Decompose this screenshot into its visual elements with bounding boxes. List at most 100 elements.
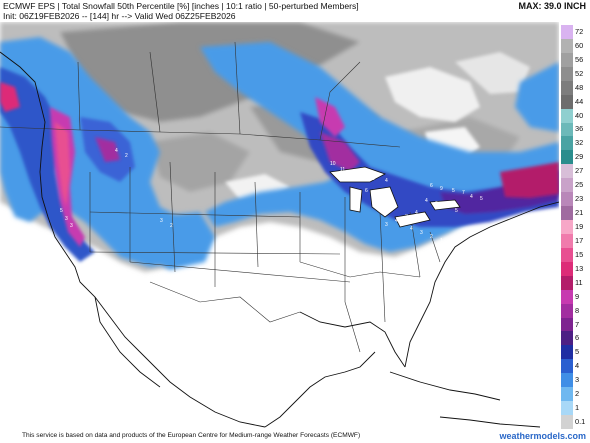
legend-label: 19 — [575, 222, 584, 231]
color-legend: 72 60 56 52 48 44 40 36 32 29 27 25 23 21 19 17 15 13 11 9 8… — [561, 25, 590, 430]
legend-swatch — [561, 261, 573, 277]
legend-label: 1 — [575, 403, 580, 413]
snow-label: 3 — [70, 223, 73, 229]
snow-label: 4 — [425, 198, 428, 204]
snow-label: 3 — [385, 200, 388, 206]
legend-swatch — [561, 415, 573, 430]
legend-swatch — [561, 80, 573, 96]
legend-swatch — [561, 275, 573, 291]
legend-swatch — [561, 122, 573, 137]
legend-swatch — [561, 401, 573, 416]
snowfall-map[interactable]: 10 11 6 8 6 4 6 9 5 7 4 5 4 6 3 5 4 3 4 … — [0, 22, 559, 431]
legend-swatch — [561, 233, 573, 249]
snow-label: 8 — [362, 173, 365, 179]
snow-label: 4 — [115, 148, 118, 154]
legend-label: 23 — [575, 194, 584, 204]
snow-label: 3 — [65, 216, 68, 222]
legend-label: 52 — [575, 68, 584, 78]
snow-label: 9 — [440, 186, 443, 192]
snow-label: 3 — [160, 218, 163, 224]
snow-label: 2 — [430, 234, 433, 240]
snow-heavy-cores — [0, 82, 559, 247]
political-boundaries — [0, 41, 441, 353]
snow-label: 11 — [340, 167, 345, 173]
snow-label: 3 — [420, 230, 423, 236]
snow-label: 7 — [462, 190, 465, 196]
snow-label: 4 — [385, 178, 388, 184]
snowfall-labels: 10 11 6 8 6 4 6 9 5 7 4 5 4 6 3 5 4 3 4 … — [60, 148, 483, 244]
snow-label: 6 — [372, 176, 375, 182]
legend-label: 29 — [575, 152, 584, 162]
snow-label: 6 — [430, 183, 433, 189]
snow-label: 5 — [455, 208, 458, 214]
legend-swatch — [561, 247, 573, 263]
snow-label: 5 — [480, 196, 483, 202]
legend-label: 5 — [575, 347, 580, 357]
legend-swatch — [561, 331, 573, 346]
legend-swatch — [561, 25, 573, 40]
snow-label: 1 — [440, 238, 443, 244]
legend-swatch — [561, 38, 573, 54]
legend-label: 15 — [575, 249, 584, 259]
snow-label: 10 — [330, 161, 336, 167]
snow-label: 4 — [395, 218, 398, 224]
legend-label: 2 — [575, 389, 580, 399]
legend-swatch — [561, 150, 573, 165]
coastlines — [0, 51, 559, 428]
legend-label: 40 — [575, 110, 584, 120]
legend-label: 72 — [575, 26, 584, 36]
legend-label: 21 — [575, 208, 584, 218]
legend-label: 48 — [575, 82, 584, 92]
legend-label: 9 — [575, 291, 580, 301]
legend-swatch — [561, 317, 573, 332]
legend-label: 60 — [575, 40, 584, 50]
legend-swatch — [561, 94, 573, 110]
snow-label: 4 — [470, 194, 473, 200]
legend-label: 27 — [575, 166, 584, 176]
legend-label: 6 — [575, 333, 580, 343]
legend-swatch — [561, 66, 573, 82]
snow-label: 4 — [375, 194, 378, 200]
legend-label: 44 — [575, 96, 584, 106]
legend-swatch — [561, 52, 573, 68]
snow-label: 6 — [365, 188, 368, 194]
legend-swatch — [561, 136, 573, 151]
legend-label: 36 — [575, 124, 584, 134]
legend-label: 13 — [575, 263, 584, 273]
snow-label: 5 — [60, 208, 63, 214]
legend-swatch — [561, 303, 573, 319]
map-title: ECMWF EPS | Total Snowfall 50th Percenti… — [3, 1, 359, 11]
snow-label: 4 — [415, 210, 418, 216]
snow-label: 6 — [435, 201, 438, 207]
map-subtitle: Init: 06Z19FEB2026 -- [144] hr --> Valid… — [3, 11, 236, 21]
legend-swatch — [561, 108, 573, 123]
legend-label: 17 — [575, 235, 584, 245]
legend-label: 56 — [575, 54, 584, 64]
legend-swatch — [561, 164, 573, 179]
snow-label: 2 — [170, 223, 173, 229]
legend-swatch — [561, 345, 573, 360]
snow-label: 3 — [385, 222, 388, 228]
great-lakes — [329, 166, 461, 228]
snow-label: 3 — [445, 204, 448, 210]
legend-label: 11 — [575, 277, 583, 287]
data-credit: This service is based on data and produc… — [22, 432, 361, 439]
legend-swatch — [561, 192, 573, 207]
snow-label: 2 — [125, 153, 128, 159]
legend-label: 4 — [575, 361, 580, 371]
snow-label: 5 — [452, 188, 455, 194]
footer: This service is based on data and produc… — [0, 431, 590, 443]
legend-swatch — [561, 206, 573, 221]
legend-label: 32 — [575, 138, 584, 148]
legend-label: 25 — [575, 180, 584, 190]
legend-swatch — [561, 289, 573, 305]
legend-swatch — [561, 359, 573, 374]
legend-swatch — [561, 387, 573, 402]
legend-swatch — [561, 178, 573, 193]
legend-label: 7 — [575, 319, 580, 329]
snow-label: 3 — [405, 214, 408, 220]
legend-label: 8 — [575, 305, 580, 315]
legend-swatch — [561, 373, 573, 388]
brand-logo[interactable]: weathermodels.com — [499, 431, 586, 441]
